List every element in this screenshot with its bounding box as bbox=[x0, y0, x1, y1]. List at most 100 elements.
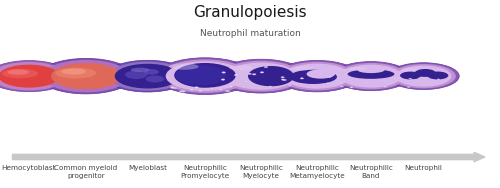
Ellipse shape bbox=[226, 90, 230, 92]
Ellipse shape bbox=[248, 73, 252, 74]
Ellipse shape bbox=[240, 68, 244, 70]
Ellipse shape bbox=[144, 69, 159, 75]
Ellipse shape bbox=[344, 69, 347, 70]
Ellipse shape bbox=[346, 67, 366, 70]
Ellipse shape bbox=[396, 66, 452, 87]
FancyArrow shape bbox=[12, 152, 485, 162]
Ellipse shape bbox=[300, 78, 304, 79]
Ellipse shape bbox=[412, 72, 424, 77]
Ellipse shape bbox=[411, 79, 414, 80]
Ellipse shape bbox=[125, 70, 148, 79]
Ellipse shape bbox=[198, 90, 202, 92]
Ellipse shape bbox=[326, 83, 330, 84]
Ellipse shape bbox=[175, 65, 226, 85]
Text: Granulopoiesis: Granulopoiesis bbox=[193, 5, 307, 20]
Ellipse shape bbox=[221, 79, 225, 80]
Ellipse shape bbox=[340, 65, 402, 88]
Ellipse shape bbox=[222, 72, 226, 73]
Ellipse shape bbox=[275, 60, 359, 92]
Ellipse shape bbox=[328, 76, 332, 77]
Ellipse shape bbox=[146, 75, 165, 83]
Ellipse shape bbox=[181, 90, 186, 92]
Ellipse shape bbox=[218, 88, 223, 90]
Ellipse shape bbox=[194, 87, 198, 88]
Ellipse shape bbox=[402, 68, 418, 72]
Ellipse shape bbox=[408, 82, 411, 83]
Ellipse shape bbox=[156, 58, 254, 95]
Ellipse shape bbox=[106, 60, 190, 92]
Text: Neutrophilic
Promyelocyte: Neutrophilic Promyelocyte bbox=[180, 165, 230, 179]
Ellipse shape bbox=[55, 68, 96, 78]
Ellipse shape bbox=[130, 68, 150, 72]
Ellipse shape bbox=[114, 64, 180, 89]
Ellipse shape bbox=[396, 78, 400, 79]
Ellipse shape bbox=[174, 63, 236, 88]
Ellipse shape bbox=[8, 69, 29, 75]
Ellipse shape bbox=[0, 61, 70, 92]
Ellipse shape bbox=[384, 86, 386, 87]
Ellipse shape bbox=[51, 63, 121, 89]
Ellipse shape bbox=[39, 58, 133, 94]
Ellipse shape bbox=[290, 66, 313, 70]
Ellipse shape bbox=[62, 68, 86, 75]
Ellipse shape bbox=[414, 69, 436, 77]
Ellipse shape bbox=[169, 63, 198, 70]
Ellipse shape bbox=[180, 91, 184, 92]
Text: Common myeloid
progenitor: Common myeloid progenitor bbox=[54, 165, 118, 179]
Text: Hemocytoblast: Hemocytoblast bbox=[2, 165, 56, 171]
Text: Neutrophilic
Band: Neutrophilic Band bbox=[349, 165, 393, 179]
Ellipse shape bbox=[349, 80, 352, 81]
Ellipse shape bbox=[279, 62, 355, 90]
Ellipse shape bbox=[388, 63, 459, 89]
Ellipse shape bbox=[260, 72, 264, 73]
Ellipse shape bbox=[288, 84, 292, 86]
Ellipse shape bbox=[364, 82, 368, 83]
Text: Neutrophil: Neutrophil bbox=[404, 165, 442, 171]
Ellipse shape bbox=[350, 87, 353, 88]
Ellipse shape bbox=[173, 87, 177, 89]
Ellipse shape bbox=[234, 75, 238, 76]
Ellipse shape bbox=[427, 72, 448, 80]
Ellipse shape bbox=[336, 63, 406, 89]
Ellipse shape bbox=[220, 61, 302, 92]
Ellipse shape bbox=[340, 86, 343, 87]
Ellipse shape bbox=[367, 79, 370, 80]
Ellipse shape bbox=[2, 69, 38, 78]
Text: Myeloblast: Myeloblast bbox=[128, 165, 167, 171]
Ellipse shape bbox=[225, 63, 297, 90]
Ellipse shape bbox=[0, 65, 60, 88]
Ellipse shape bbox=[418, 78, 421, 79]
Ellipse shape bbox=[264, 66, 268, 68]
Ellipse shape bbox=[109, 62, 186, 91]
Ellipse shape bbox=[340, 82, 342, 83]
Ellipse shape bbox=[43, 60, 129, 92]
Ellipse shape bbox=[166, 61, 244, 91]
Ellipse shape bbox=[391, 64, 456, 88]
Ellipse shape bbox=[248, 66, 294, 86]
Ellipse shape bbox=[284, 64, 350, 89]
Ellipse shape bbox=[283, 79, 286, 81]
Ellipse shape bbox=[437, 79, 440, 80]
Ellipse shape bbox=[348, 69, 395, 79]
Ellipse shape bbox=[306, 69, 335, 79]
Ellipse shape bbox=[290, 70, 337, 84]
Ellipse shape bbox=[409, 78, 412, 79]
Ellipse shape bbox=[399, 81, 402, 82]
Ellipse shape bbox=[400, 72, 421, 80]
Ellipse shape bbox=[210, 88, 214, 89]
Ellipse shape bbox=[229, 86, 233, 87]
Ellipse shape bbox=[332, 62, 409, 91]
Ellipse shape bbox=[216, 59, 306, 93]
Ellipse shape bbox=[252, 74, 256, 75]
Ellipse shape bbox=[406, 83, 409, 84]
Ellipse shape bbox=[244, 81, 248, 82]
Ellipse shape bbox=[170, 87, 174, 88]
Ellipse shape bbox=[394, 78, 396, 79]
Text: Neutrophil maturation: Neutrophil maturation bbox=[200, 29, 300, 38]
Ellipse shape bbox=[160, 59, 250, 93]
Ellipse shape bbox=[0, 62, 67, 90]
Ellipse shape bbox=[281, 77, 284, 78]
Ellipse shape bbox=[408, 86, 410, 87]
Ellipse shape bbox=[282, 79, 285, 80]
Ellipse shape bbox=[268, 86, 272, 87]
